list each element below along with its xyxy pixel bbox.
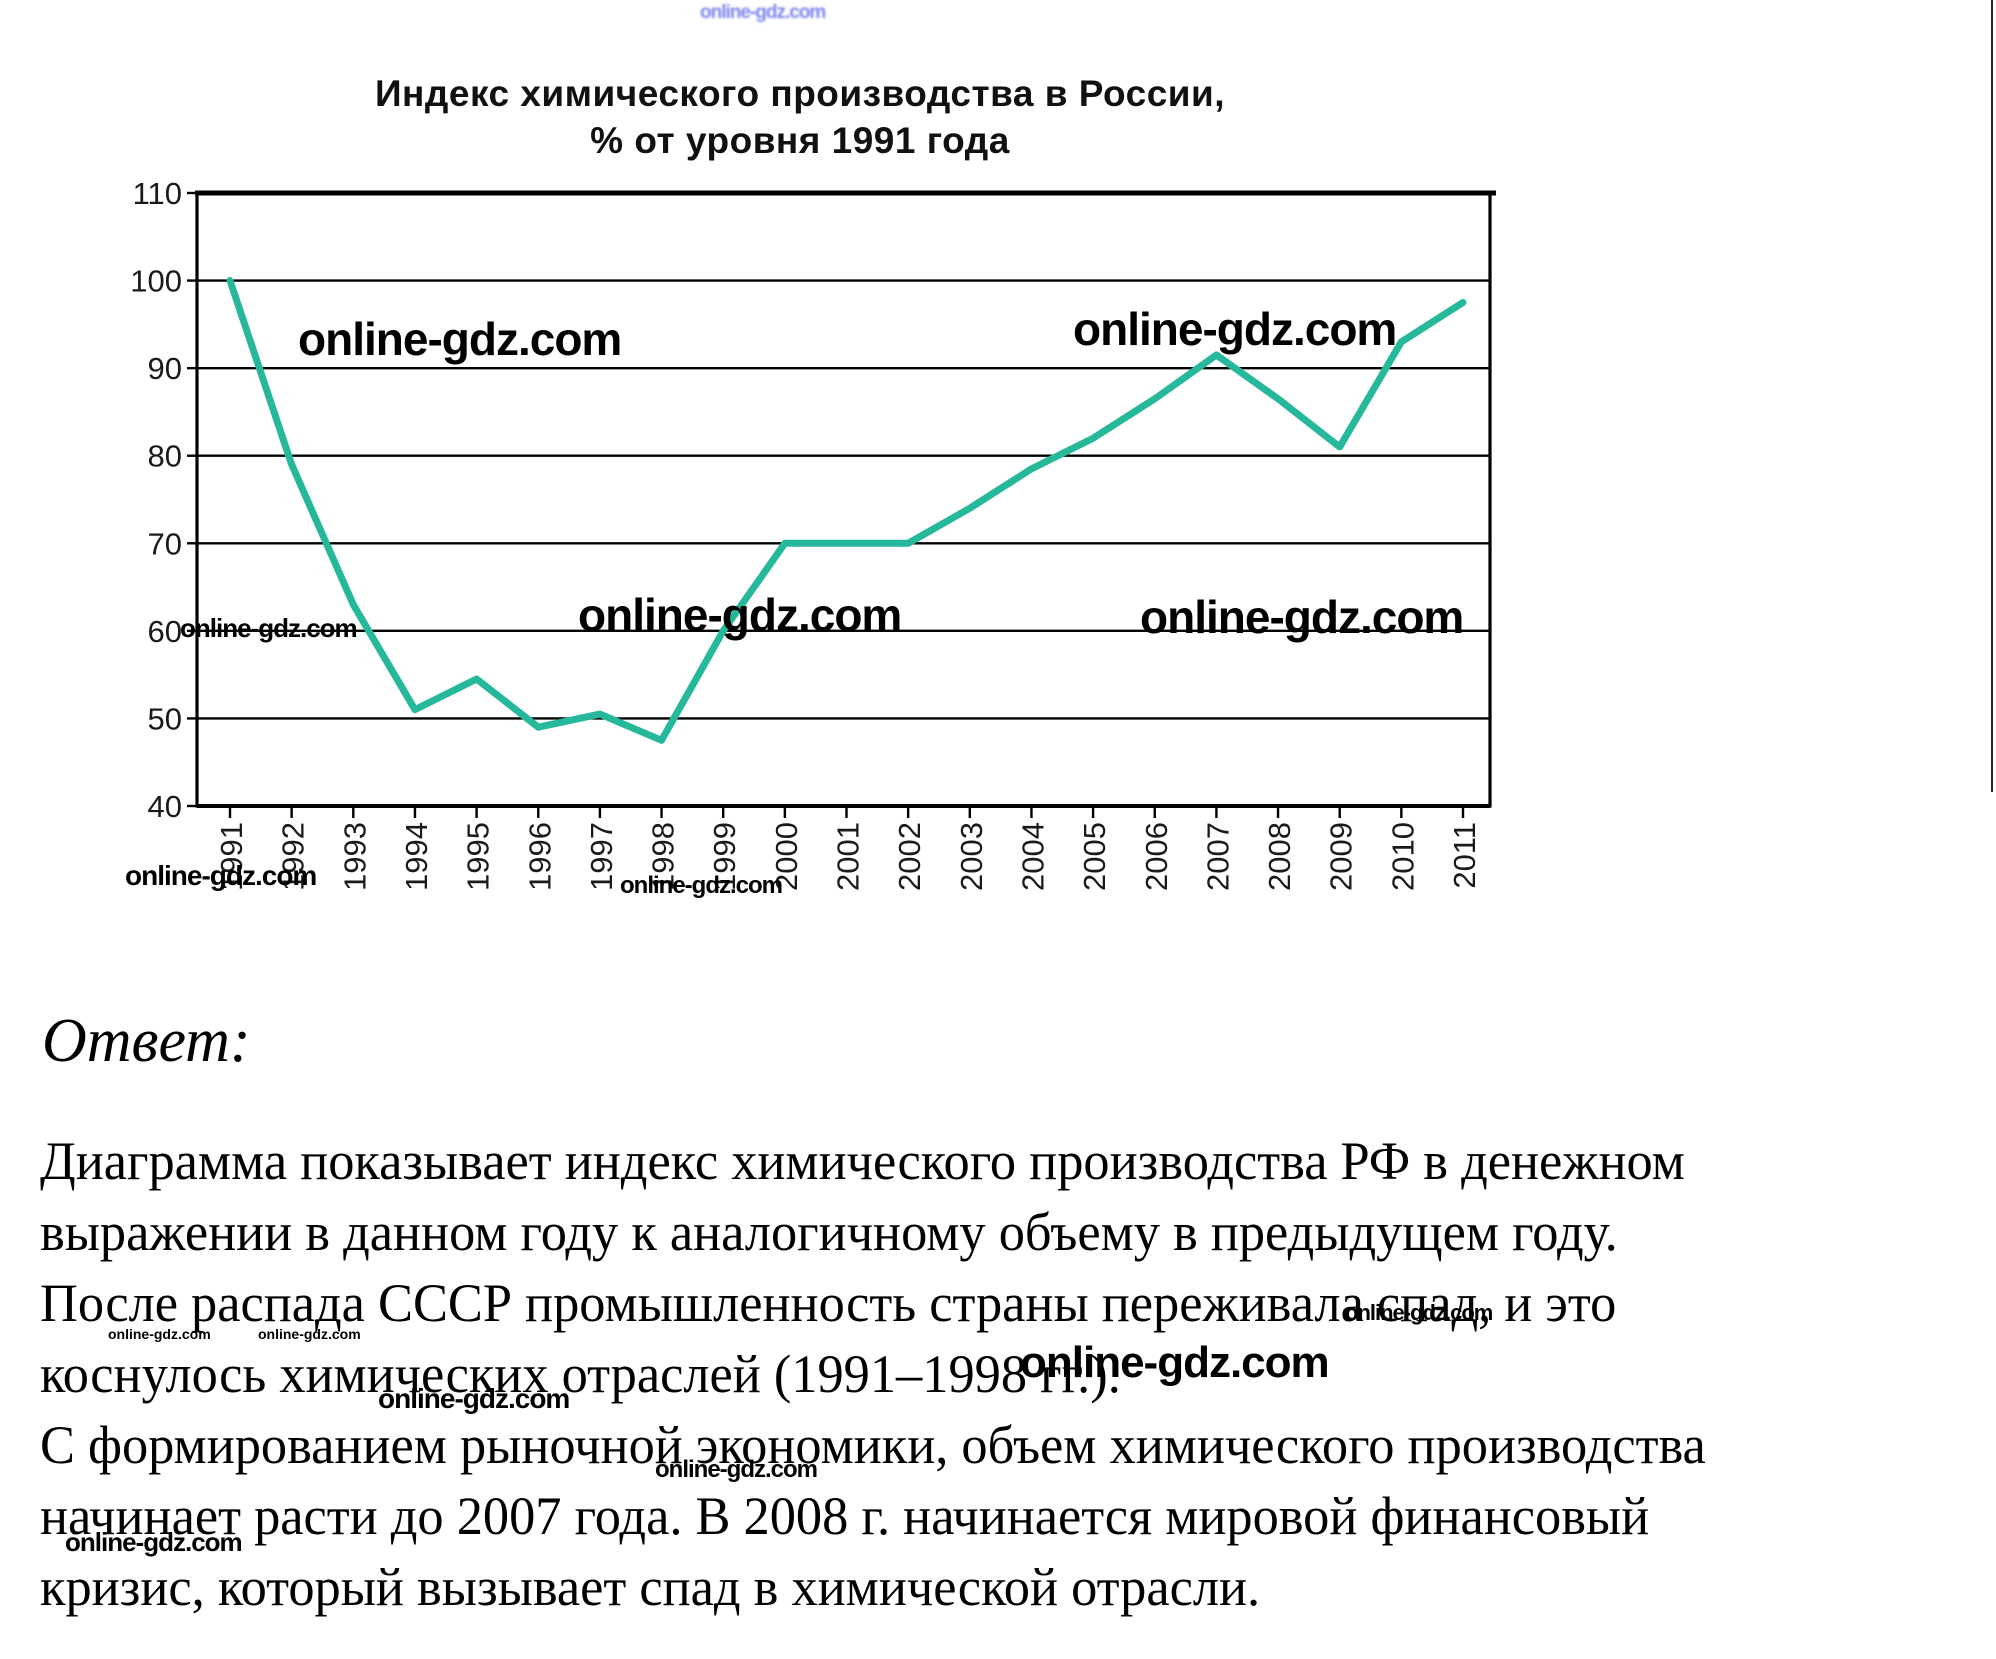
watermark: online-gdz.com — [1345, 1300, 1493, 1325]
answer-line: кризис, который вызывает спад в химическ… — [40, 1557, 1261, 1617]
x-axis-label: 1996 — [522, 822, 557, 891]
x-axis-label: 1999 — [707, 822, 742, 891]
x-axis-label: 1995 — [461, 822, 496, 891]
y-axis-label: 90 — [148, 351, 182, 386]
watermark: online-gdz.com — [620, 872, 783, 899]
answer-line: коснулось химических отраслей (1991–1998… — [40, 1344, 1121, 1404]
answer-heading: Ответ: — [42, 1007, 251, 1075]
watermark: online-gdz.com — [180, 613, 358, 643]
y-axis-label: 40 — [148, 789, 182, 824]
x-axis-label: 2008 — [1262, 822, 1297, 891]
page-edge-line — [1991, 0, 1993, 792]
answer-line: После распада СССР промышленность страны… — [40, 1273, 1617, 1333]
watermark: online-gdz.com — [108, 1326, 211, 1342]
x-axis-label: 1993 — [337, 822, 372, 891]
x-axis-label: 2003 — [954, 822, 989, 891]
x-axis-label: 1991 — [214, 822, 249, 891]
watermark: online-gdz.com — [258, 1326, 361, 1342]
x-axis-label: 1994 — [399, 822, 434, 891]
watermark: online-gdz.com — [655, 1456, 818, 1483]
watermark: online-gdz.com — [1073, 303, 1397, 355]
x-axis-label: 2000 — [769, 822, 804, 891]
line-chart: 40 50 60 70 80 90 100 110 1991 1992 1993 1994 1995 19… — [130, 176, 1496, 891]
chart-title-line2: % от уровня 1991 года — [590, 120, 1010, 161]
y-axis-label: 80 — [148, 439, 182, 474]
chart-title-line1: Индекс химического производства в России… — [374, 73, 1226, 114]
y-axis-label: 100 — [130, 264, 182, 299]
y-axis-label: 50 — [148, 701, 182, 736]
x-axis-label: 2004 — [1015, 822, 1050, 891]
x-axis-label: 2010 — [1385, 822, 1420, 891]
y-axis-label: 70 — [148, 526, 182, 561]
x-axis-label: 1992 — [276, 822, 311, 891]
x-axis-label: 1998 — [646, 822, 681, 891]
y-axis-label: 60 — [148, 614, 182, 649]
answer-line: выражении в данном году к аналогичному о… — [40, 1202, 1618, 1262]
x-axis-label: 2007 — [1200, 822, 1235, 891]
x-axis-label: 2009 — [1324, 822, 1359, 891]
watermark: online-gdz.com — [1140, 591, 1464, 643]
watermark: online-gdz.com — [578, 589, 902, 641]
x-axis-label: 1997 — [584, 822, 619, 891]
answer-line: начинает расти до 2007 года. В 2008 г. н… — [40, 1486, 1650, 1546]
x-axis-label: 2006 — [1139, 822, 1174, 891]
watermark-top: online-gdz.com — [700, 2, 826, 23]
watermark: online-gdz.com — [298, 313, 622, 365]
plot-frame — [195, 191, 1492, 808]
series-line — [226, 277, 1467, 744]
answer-line: С формированием рыночной экономики, объе… — [40, 1415, 1706, 1475]
watermark: online-gdz.com — [1020, 1338, 1330, 1387]
x-axis-label: 2011 — [1447, 822, 1482, 889]
chart-title: Индекс химического производства в России… — [150, 70, 1450, 164]
y-axis-label: 110 — [133, 176, 182, 211]
x-axis-label: 2001 — [831, 822, 866, 891]
x-axis-label: 2002 — [892, 822, 927, 891]
watermark: online-gdz.com — [65, 1527, 243, 1557]
x-axis-label: 2005 — [1077, 822, 1112, 891]
watermark: online-gdz.com — [378, 1383, 570, 1414]
watermark: online-gdz.com — [125, 860, 317, 891]
answer-line: Диаграмма показывает индекс химического … — [40, 1131, 1685, 1191]
